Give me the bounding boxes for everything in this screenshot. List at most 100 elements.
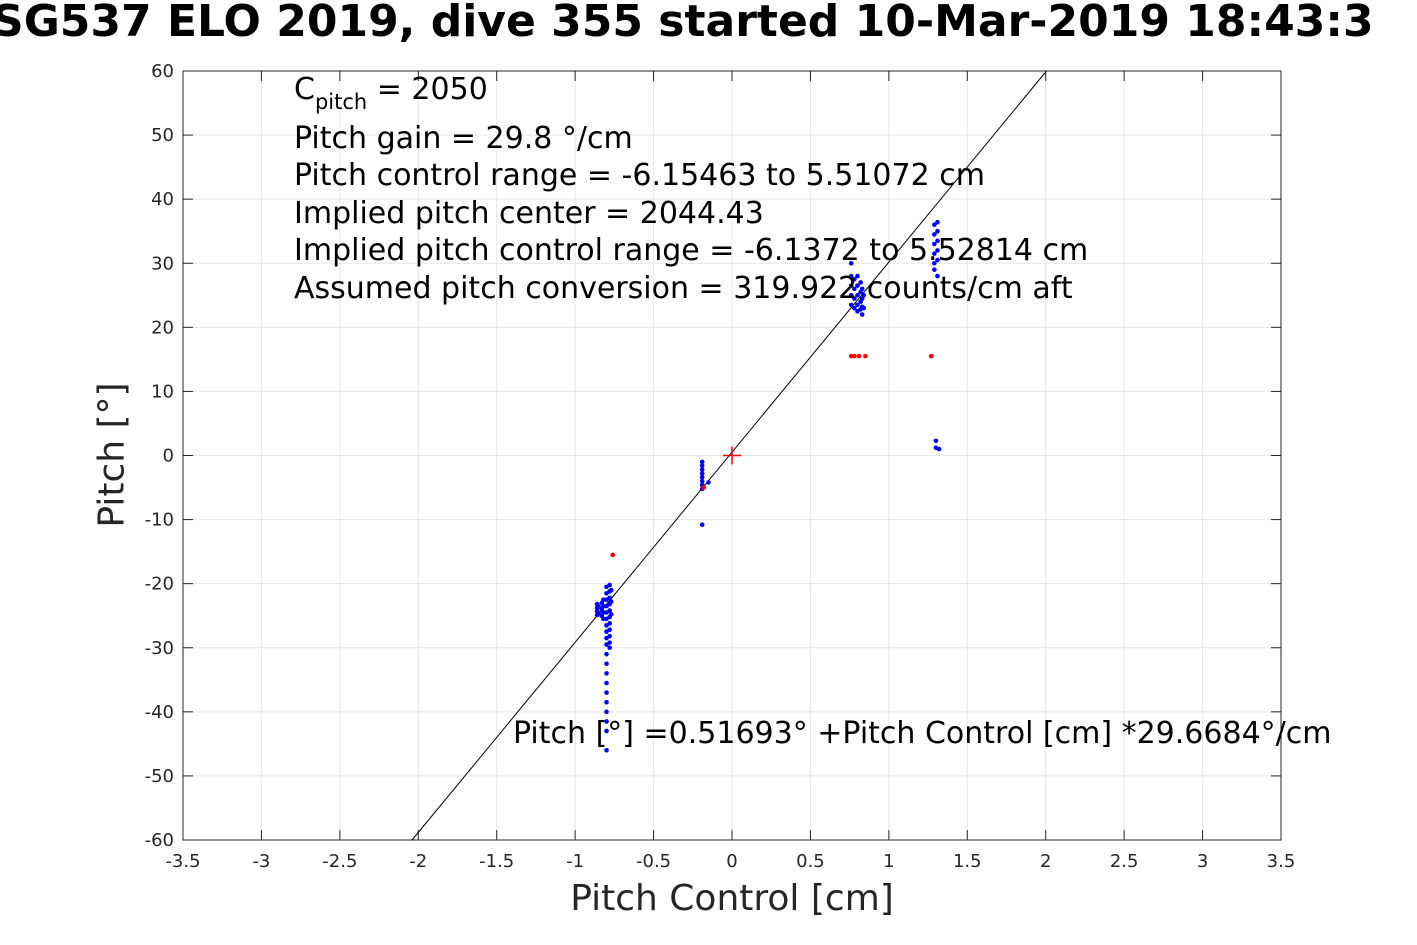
data-point-blue <box>699 471 705 476</box>
data-point-red <box>863 353 868 359</box>
data-point-blue <box>855 302 860 308</box>
data-point-blue <box>852 305 857 311</box>
x-tick-label: -1 <box>566 851 584 872</box>
y-tick-label: 10 <box>151 381 174 402</box>
data-point-blue <box>604 699 609 705</box>
data-point-blue <box>935 238 940 244</box>
data-point-blue <box>855 283 860 288</box>
data-point-blue <box>861 292 867 298</box>
x-axis-label: Pitch Control [cm] <box>570 878 894 919</box>
x-tick-label: -2 <box>409 851 427 872</box>
data-point-blue <box>604 728 609 734</box>
data-point-blue <box>607 645 612 651</box>
annotation-line-4: Implied pitch control range = -6.1372 to… <box>294 233 1088 268</box>
data-point-blue <box>607 633 612 639</box>
data-point-blue <box>935 248 940 253</box>
data-point-blue <box>607 595 612 601</box>
data-point-blue <box>935 273 940 279</box>
y-axis-label: Pitch [°] <box>91 382 133 528</box>
data-point-blue <box>935 228 940 234</box>
y-tick-label: 60 <box>151 61 174 82</box>
y-tick-label: -60 <box>145 830 174 851</box>
data-point-blue <box>932 251 937 256</box>
data-points <box>594 219 942 753</box>
annotation-block: Cpitch = 2050 Pitch gain = 29.8 °/cm Pit… <box>294 72 1331 751</box>
data-point-blue <box>604 719 609 724</box>
data-point-blue <box>932 232 937 237</box>
annotation-line-5: Assumed pitch conversion = 319.922 count… <box>294 271 1073 306</box>
data-point-blue <box>932 222 937 228</box>
data-point-blue <box>607 608 612 613</box>
y-tick-label: -10 <box>145 510 174 531</box>
annotation-line-3: Implied pitch center = 2044.43 <box>294 196 764 231</box>
data-point-blue <box>604 690 609 695</box>
y-tick-label: 50 <box>151 125 174 146</box>
data-point-blue <box>848 292 854 298</box>
y-tick-label: 20 <box>151 317 174 338</box>
data-point-red <box>852 353 857 359</box>
data-point-blue <box>604 709 609 715</box>
c-pitch-subscript: pitch <box>315 90 367 114</box>
data-point-blue <box>608 612 614 617</box>
data-point-blue <box>852 296 857 301</box>
annotation-line-1: Pitch gain = 29.8 °/cm <box>294 121 633 156</box>
data-point-blue <box>607 640 612 645</box>
x-tick-label: 0.5 <box>796 851 825 872</box>
data-point-blue <box>607 627 612 633</box>
x-tick-label: 2 <box>1040 851 1051 872</box>
data-point-red <box>701 485 707 490</box>
y-tick-label: -30 <box>145 638 174 659</box>
y-tick-label: 30 <box>151 253 174 274</box>
c-pitch-annotation: Cpitch = 2050 <box>294 72 488 114</box>
data-point-blue <box>604 651 609 657</box>
x-tick-label: 0 <box>726 851 737 872</box>
x-tick-label: 1.5 <box>953 851 982 872</box>
data-point-blue <box>848 283 854 288</box>
data-point-blue <box>699 522 705 528</box>
data-point-blue <box>935 219 940 225</box>
data-point-blue <box>859 312 865 317</box>
y-tick-label: -20 <box>145 574 174 595</box>
x-tick-label: 3 <box>1197 851 1208 872</box>
data-point-blue <box>848 260 854 266</box>
data-point-blue <box>607 582 612 588</box>
data-point-blue <box>852 276 857 282</box>
data-point-blue <box>932 267 937 272</box>
data-point-blue <box>596 610 601 616</box>
data-point-red <box>928 353 934 359</box>
data-point-blue <box>604 747 609 753</box>
annotation-line-2: Pitch control range = -6.15463 to 5.5107… <box>294 158 985 193</box>
x-axis-ticks: -3.5 -3 -2.5 -2 -1.5 -1 -0.5 0 0.5 1 1.5 2 2.5 3 3.5 <box>165 71 1295 872</box>
data-point-blue <box>848 273 854 279</box>
data-point-blue <box>699 467 705 472</box>
data-point-blue <box>858 280 863 285</box>
data-point-blue <box>861 305 867 311</box>
data-point-blue <box>604 671 609 676</box>
data-point-blue <box>859 286 865 292</box>
x-tick-label: -1.5 <box>479 851 514 872</box>
x-tick-label: 2.5 <box>1110 851 1139 872</box>
data-point-blue <box>932 260 937 266</box>
data-point-blue <box>706 480 711 485</box>
data-point-blue <box>699 463 705 469</box>
x-tick-label: 3.5 <box>1267 851 1296 872</box>
data-point-blue <box>607 621 612 626</box>
center-marker <box>723 446 741 465</box>
fit-equation-text: Pitch [°] =0.51693° +Pitch Control [cm] … <box>513 716 1331 751</box>
y-tick-label: -50 <box>145 766 174 787</box>
y-tick-label: -40 <box>145 702 174 723</box>
x-tick-label: -2.5 <box>322 851 357 872</box>
data-point-blue <box>604 680 609 686</box>
y-axis-ticks: 60 50 40 30 20 10 0 -10 -20 -30 -40 -50 -60 <box>145 61 1281 851</box>
data-point-blue <box>608 599 614 604</box>
data-point-blue <box>933 438 939 444</box>
c-pitch-value: = 2050 <box>367 72 488 107</box>
x-tick-label: -3.5 <box>165 851 200 872</box>
data-point-blue <box>855 273 860 279</box>
c-pitch-main: C <box>294 72 315 107</box>
data-point-blue <box>699 474 705 480</box>
data-point-blue <box>855 292 860 298</box>
x-tick-label: 1 <box>883 851 894 872</box>
data-point-red <box>610 552 616 558</box>
